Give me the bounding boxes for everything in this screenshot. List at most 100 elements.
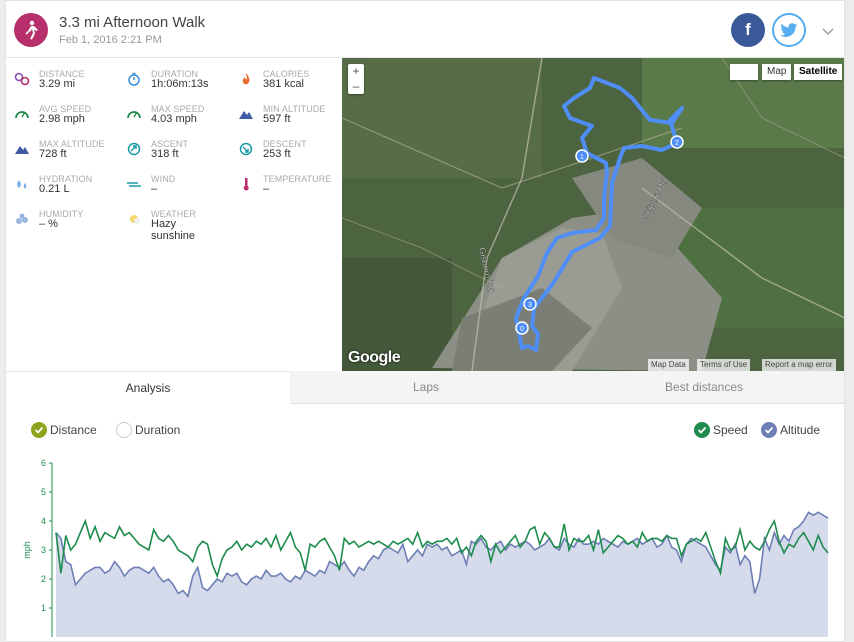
y-tick-label: 1: [41, 603, 46, 613]
svg-text:2: 2: [675, 140, 679, 147]
stat-value: 0.21 L: [39, 183, 70, 195]
duration-toggle[interactable]: Duration: [116, 422, 180, 438]
zoom-in-button[interactable]: +: [352, 64, 360, 78]
route-marker-3[interactable]: 3: [523, 297, 537, 311]
distance-toggle[interactable]: Distance: [31, 422, 97, 438]
tab-laps[interactable]: Laps: [412, 380, 440, 394]
stat-label: HUMIDITY: [39, 209, 84, 219]
stat-value: 1h:06m:13s: [151, 78, 209, 90]
fullscreen-toggle-button[interactable]: [730, 64, 758, 80]
tab-analysis[interactable]: Analysis: [6, 371, 290, 404]
stat-distance: DISTANCE 3.29 mi: [6, 58, 118, 92]
google-logo: Google: [348, 349, 401, 366]
stat-label: MAX ALTITUDE: [39, 139, 105, 149]
stat-min-altitude: MIN ALTITUDE 597 ft: [230, 93, 342, 127]
route-marker-2[interactable]: 2: [670, 135, 684, 149]
stat-descent: DESCENT 253 ft: [230, 128, 342, 162]
y-axis-label: mph: [22, 541, 32, 559]
check-icon: [31, 422, 47, 438]
speedometer-icon: [14, 107, 30, 121]
stat-humidity: HUMIDITY – %: [6, 198, 118, 232]
y-tick-label: 5: [41, 487, 46, 497]
altitude-area: [56, 512, 828, 637]
mountain-icon: [14, 142, 30, 156]
y-tick-label: 2: [41, 574, 46, 584]
stat-label: DESCENT: [263, 139, 307, 149]
route-path: [514, 76, 684, 352]
twitter-share-button[interactable]: [772, 13, 806, 47]
facebook-share-button[interactable]: f: [731, 13, 765, 47]
map-type-map-button[interactable]: Map: [762, 64, 792, 80]
activity-datetime: Feb 1, 2016 2:21 PM: [59, 34, 162, 46]
facebook-icon: f: [745, 20, 751, 39]
stat-label: HYDRATION: [39, 174, 93, 184]
y-tick-label: 6: [41, 458, 46, 468]
zoom-out-button[interactable]: –: [352, 79, 360, 93]
stat-temperature: TEMPERATURE –: [230, 163, 342, 197]
stat-value: 253 ft: [263, 148, 291, 160]
stat-calories: CALORIES 381 kcal: [230, 58, 342, 92]
stat-value: 3.29 mi: [39, 78, 76, 90]
stats-grid: DISTANCE 3.29 mi DURATION 1h:06m:13s CALORIE…: [6, 58, 342, 370]
speed-toggle[interactable]: Speed: [694, 422, 748, 438]
svg-text:3: 3: [528, 302, 532, 309]
speed-series-line: [55, 518, 829, 579]
altitude-series-line: [55, 511, 829, 599]
stat-max-speed: MAX SPEED 4.03 mph: [118, 93, 230, 127]
stat-avg-speed: AVG SPEED 2.98 mph: [6, 93, 118, 127]
stat-value: 4.03 mph: [151, 113, 197, 125]
report-map-error-link[interactable]: Report a map error: [762, 359, 836, 371]
stat-value: – %: [39, 218, 58, 230]
flame-icon: [238, 72, 254, 86]
stat-label: WEATHER: [151, 209, 197, 219]
stat-label: MAX SPEED: [151, 104, 205, 114]
y-tick-label: 4: [41, 516, 46, 526]
stat-label: DURATION: [151, 69, 199, 79]
walking-icon: [14, 13, 48, 47]
speed-altitude-chart[interactable]: 1 2 3 4 5 6 mph: [6, 446, 845, 642]
duration-toggle-label: Duration: [135, 423, 181, 437]
chevron-down-icon[interactable]: [822, 23, 834, 41]
satellite-map-image: Gisburn Rd Skipton Rd 0 1 2 3: [342, 58, 844, 371]
distance-icon: [14, 72, 30, 86]
stat-label: DISTANCE: [39, 69, 85, 79]
stat-value: 597 ft: [263, 113, 291, 125]
stat-value: 381 kcal: [263, 78, 304, 90]
route-marker-1[interactable]: 1: [575, 149, 589, 163]
stat-label: TEMPERATURE: [263, 174, 332, 184]
check-icon: [761, 422, 777, 438]
route-marker-0[interactable]: 0: [515, 321, 529, 335]
stat-max-altitude: MAX ALTITUDE 728 ft: [6, 128, 118, 162]
water-drops-icon: [14, 177, 30, 191]
activity-title: 3.3 mi Afternoon Walk: [59, 14, 206, 31]
descent-icon: [238, 142, 254, 156]
map-data-link[interactable]: Map Data: [648, 359, 689, 371]
stat-ascent: ASCENT 318 ft: [118, 128, 230, 162]
map-type-satellite-button[interactable]: Satellite: [794, 64, 843, 80]
activity-detail-panel: 3.3 mi Afternoon Walk Feb 1, 2016 2:21 P…: [5, 0, 845, 642]
stat-label: MIN ALTITUDE: [263, 104, 326, 114]
speedometer-icon: [126, 107, 142, 121]
svg-text:0: 0: [520, 326, 524, 333]
speed-toggle-label: Speed: [713, 423, 748, 437]
stat-value: 318 ft: [151, 148, 179, 160]
humidity-icon: [14, 212, 30, 226]
stat-label: ASCENT: [151, 139, 189, 149]
route-map[interactable]: Gisburn Rd Skipton Rd 0 1 2 3 + – Map Sa…: [342, 58, 844, 371]
svg-text:1: 1: [580, 154, 584, 161]
stat-hydration: HYDRATION 0.21 L: [6, 163, 118, 197]
stat-label: AVG SPEED: [39, 104, 92, 114]
stat-weather: WEATHER Hazy sunshine: [118, 198, 230, 242]
terms-of-use-link[interactable]: Terms of Use: [697, 359, 751, 371]
stat-label: CALORIES: [263, 69, 310, 79]
distance-toggle-label: Distance: [50, 423, 97, 437]
ascent-icon: [126, 142, 142, 156]
altitude-toggle[interactable]: Altitude: [761, 422, 820, 438]
tab-best-distances[interactable]: Best distances: [664, 380, 744, 394]
altitude-toggle-label: Altitude: [780, 423, 821, 437]
twitter-icon: [780, 22, 798, 37]
stat-value: Hazy sunshine: [151, 218, 196, 242]
weather-sun-icon: [126, 212, 142, 226]
wind-icon: [126, 177, 142, 191]
thermometer-icon: [238, 177, 254, 191]
